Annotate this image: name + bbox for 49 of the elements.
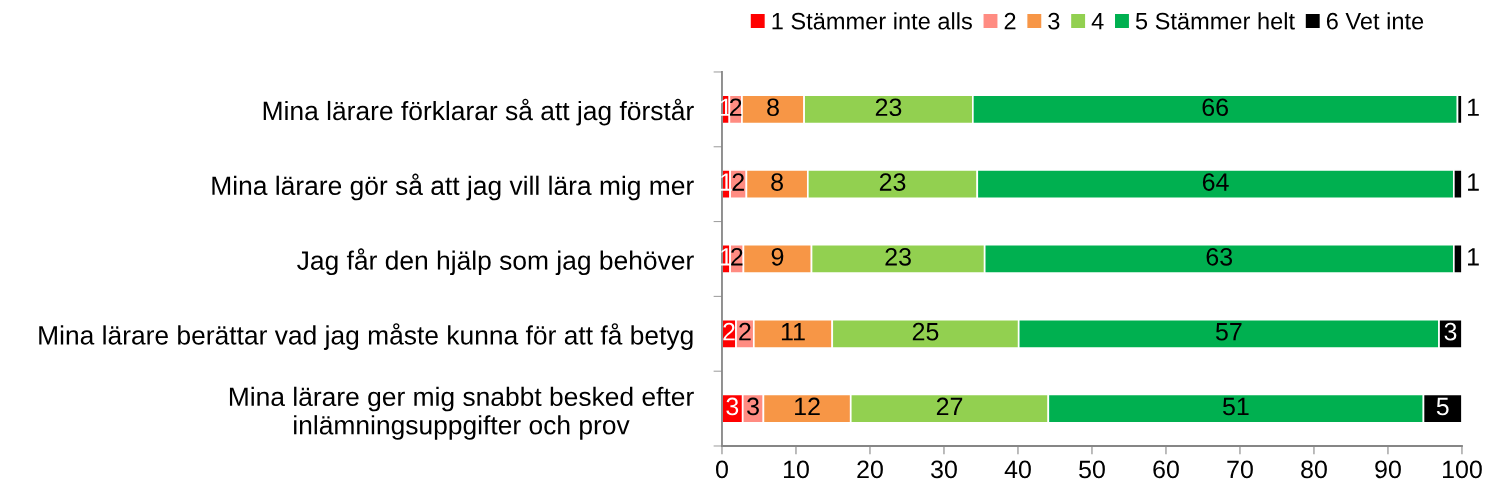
data-label: 8 <box>767 98 779 117</box>
data-label: 25 <box>912 322 939 341</box>
x-tick-label: 100 <box>1443 460 1482 479</box>
data-label: 27 <box>936 397 963 416</box>
y-tick-label: Mina lärare ger mig snabbt besked efter inlämningsuppgifter och prov <box>229 386 694 440</box>
data-label: 2 <box>732 173 744 191</box>
legend-label: 3 <box>1048 12 1060 30</box>
data-label: 2 <box>731 247 743 266</box>
x-tick-label: 40 <box>1004 460 1031 479</box>
x-tick-label: 0 <box>716 460 728 479</box>
x-tick-label: 90 <box>1375 460 1401 479</box>
x-tick-label: 20 <box>857 460 883 479</box>
data-label: 66 <box>1202 98 1228 117</box>
data-label: 3 <box>726 397 739 416</box>
data-label: 2 <box>729 98 742 116</box>
legend-label: 5 Stämmer helt <box>1135 12 1295 30</box>
x-tick-label: 10 <box>783 460 809 479</box>
data-label: 8 <box>771 173 783 191</box>
y-tick-label: Jag får den hjälp som jag behöver <box>297 248 694 276</box>
data-label: 1 <box>1468 173 1479 191</box>
x-tick-label: 50 <box>1079 460 1105 479</box>
x-tick-label: 60 <box>1153 460 1179 479</box>
data-label: 23 <box>885 247 911 266</box>
data-label: 1 <box>1468 98 1479 116</box>
legend-label: 1 Stämmer inte alls <box>772 12 972 30</box>
data-label: 57 <box>1215 323 1242 341</box>
y-tick-label: Mina lärare gör så att jag vill lära mig mer <box>212 173 694 201</box>
y-tick-label: Mina lärare berättar vad jag måste kunna för att få betyg <box>39 323 693 350</box>
data-label: 1 <box>1468 248 1479 266</box>
data-label: 23 <box>879 173 906 191</box>
data-label: 12 <box>795 397 820 416</box>
legend-label: 6 Vet inte <box>1326 12 1424 30</box>
data-label: 3 <box>1444 322 1457 341</box>
data-label: 11 <box>781 323 805 341</box>
data-label: 2 <box>739 322 751 341</box>
legend-label: 4 <box>1091 13 1104 30</box>
data-label: 5 <box>1436 397 1449 416</box>
data-label: 63 <box>1206 247 1233 266</box>
legend-label: 2 <box>1004 12 1016 30</box>
data-label: 64 <box>1202 173 1229 191</box>
data-label: 9 <box>771 247 784 266</box>
x-tick-label: 30 <box>931 460 957 479</box>
y-tick-label: Mina lärare förklarar så att jag förstår <box>263 98 694 126</box>
data-label: 2 <box>723 322 735 341</box>
data-label: 23 <box>875 98 902 117</box>
x-tick-label: 80 <box>1301 460 1327 479</box>
x-tick-label: 70 <box>1227 460 1253 479</box>
data-label: 3 <box>747 397 759 416</box>
data-label: 51 <box>1222 397 1249 416</box>
